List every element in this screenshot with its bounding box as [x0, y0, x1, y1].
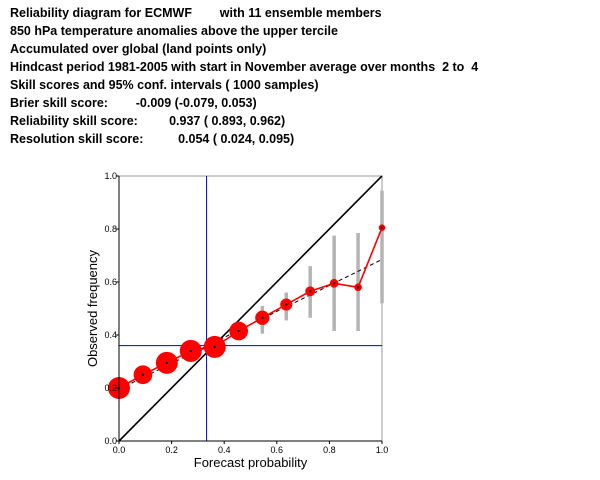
reliability-points [108, 224, 386, 399]
x-axis-title: Forecast probability [194, 455, 308, 470]
diagonal-line [118, 175, 383, 442]
reliability-point-center-11 [380, 226, 384, 229]
chart-header: Reliability diagram for ECMWF with 11 en… [10, 4, 595, 148]
y-tick-label-3: 0.6 [104, 277, 117, 287]
header-line-brier: Brier skill score: -0.009 (-0.079, 0.053… [10, 96, 257, 110]
x-tick-label-5: 1.0 [376, 445, 389, 455]
header-line-period: Hindcast period 1981-2005 with start in … [10, 60, 479, 74]
reliability-point-center-9 [332, 282, 336, 285]
reliability-point-center-7 [285, 303, 288, 306]
reliability-point-center-1 [141, 373, 145, 376]
header-line-samples: Skill scores and 95% conf. intervals ( 1… [10, 78, 319, 92]
climatology-lines [119, 176, 382, 441]
reliability-point-center-6 [261, 316, 264, 319]
axes: 0.0 0.2 0.4 0.6 0.8 1.0 0.0 0.2 0.4 0.6 0.8 1.0 [104, 171, 388, 455]
reliability-point-center-3 [189, 349, 192, 353]
reliability-point-center-4 [213, 345, 216, 349]
y-tick-label-0: 0.0 [104, 436, 117, 446]
y-tick-label-5: 1.0 [104, 171, 117, 181]
y-axis-title: Observed frequency [85, 249, 100, 367]
header-line-title: Reliability diagram for ECMWF with 11 en… [10, 6, 382, 20]
header-line-resolution: Resolution skill score: 0.054 ( 0.024, 0… [10, 132, 295, 146]
x-tick-label-2: 0.4 [218, 445, 231, 455]
x-tick-label-1: 0.2 [165, 445, 178, 455]
reliability-point-center-2 [165, 361, 169, 365]
y-tick-label-4: 0.8 [104, 224, 117, 234]
x-tick-label-0: 0.0 [113, 445, 126, 455]
header-line-region: Accumulated over global (land points onl… [10, 42, 267, 56]
x-tick-label-3: 0.6 [271, 445, 284, 455]
reliability-point-center-5 [237, 329, 240, 333]
reliability-point-center-8 [309, 290, 312, 293]
y-tick-label-2: 0.4 [104, 330, 117, 340]
reliability-point-center-10 [356, 286, 360, 289]
header-line-reliability: Reliability skill score: 0.937 ( 0.893, … [10, 114, 286, 128]
perfect-reliability-line [118, 175, 383, 442]
header-line-variable: 850 hPa temperature anomalies above the … [10, 24, 338, 38]
x-tick-label-4: 0.8 [323, 445, 336, 455]
y-tick-label-1: 0.2 [104, 383, 117, 393]
